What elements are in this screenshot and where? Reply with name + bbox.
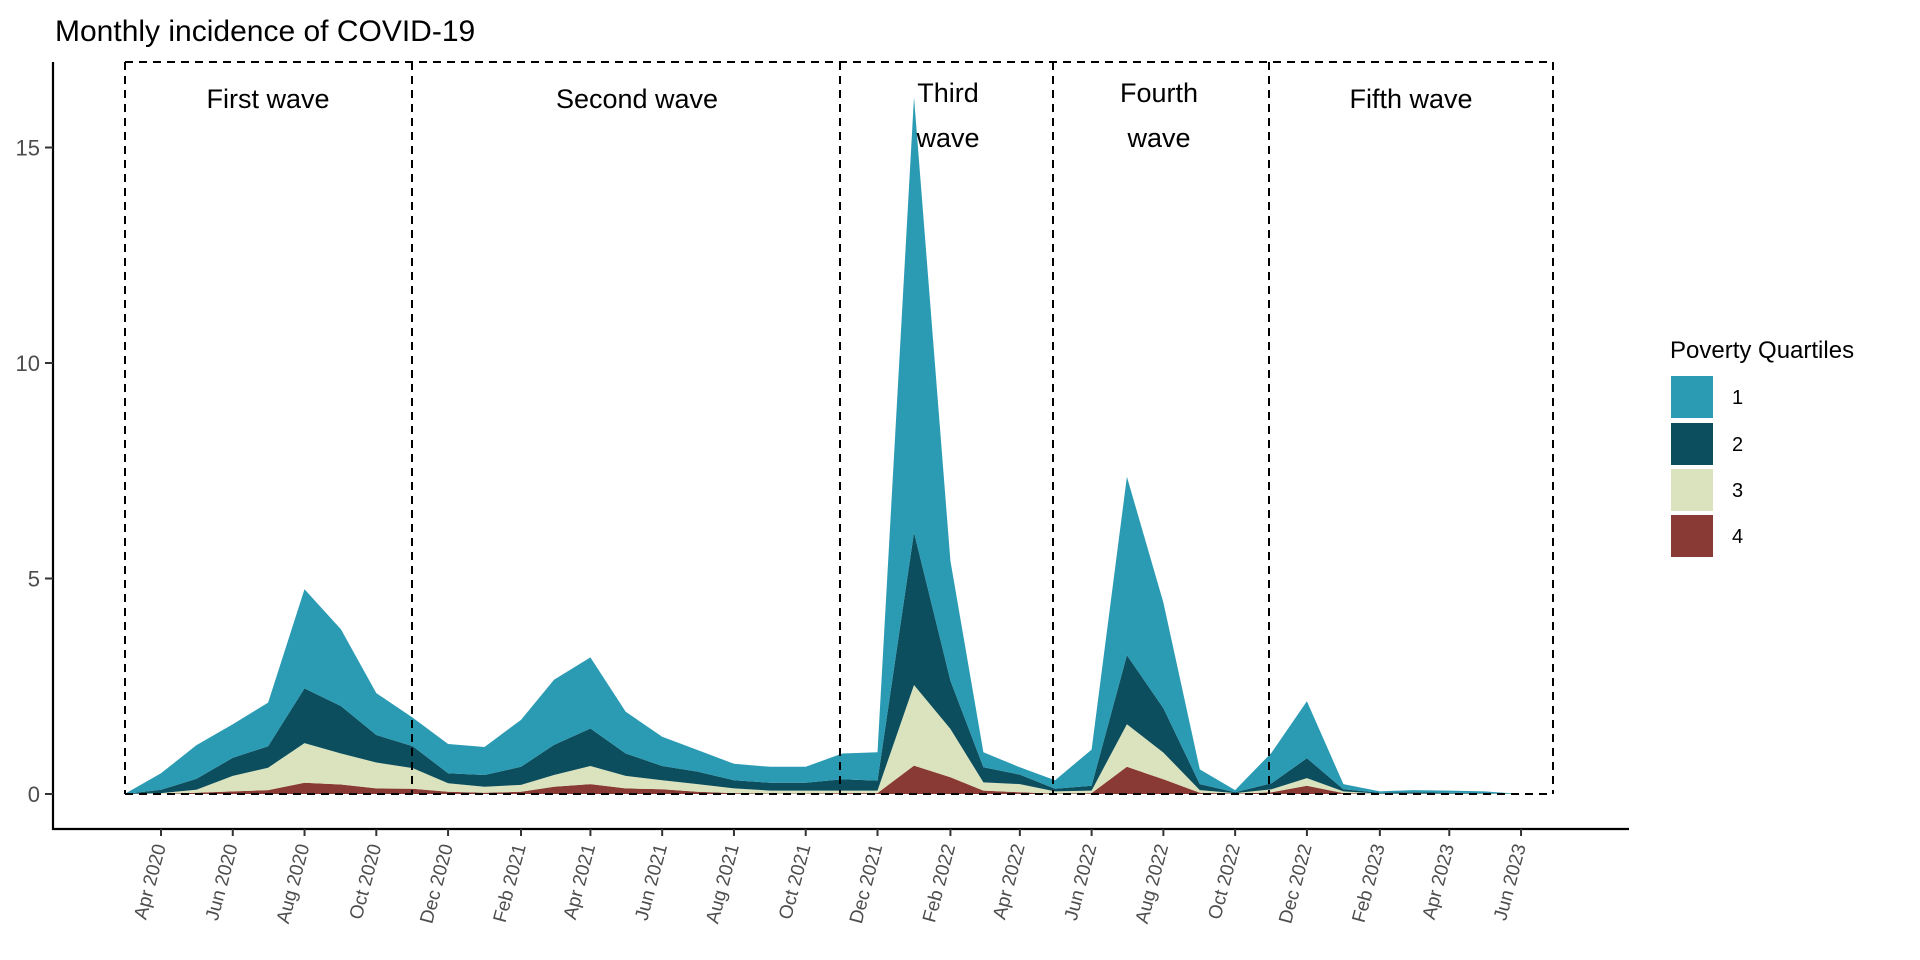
x-tick-label: Apr 2021 xyxy=(560,842,600,922)
area-quartile-2 xyxy=(124,532,1521,794)
x-tick-label: Apr 2023 xyxy=(1419,842,1459,922)
wave-label: wave xyxy=(915,123,979,153)
x-tick-label: Apr 2020 xyxy=(131,842,171,922)
legend-swatch xyxy=(1671,515,1713,557)
legend-label: 3 xyxy=(1732,480,1743,502)
chart-title: Monthly incidence of COVID-19 xyxy=(55,15,475,48)
legend-item-quartile-1: 1 xyxy=(1671,376,1743,418)
x-tick-label: Dec 2021 xyxy=(846,842,887,926)
y-tick-label: 10 xyxy=(16,351,40,376)
x-tick-label: Feb 2021 xyxy=(490,842,531,925)
x-tick-label: Feb 2023 xyxy=(1349,842,1390,925)
x-tick-label: Jun 2021 xyxy=(632,842,673,923)
area-quartile-3 xyxy=(124,685,1521,794)
area-quartile-4 xyxy=(124,765,1521,794)
legend-item-quartile-3: 3 xyxy=(1671,469,1743,511)
x-axis: Apr 2020 Jun 2020 Aug 2020 Oct 2020 Dec 2020… xyxy=(52,827,1629,926)
wave-label: Second wave xyxy=(556,84,718,114)
x-tick-label: Jun 2022 xyxy=(1061,842,1102,923)
y-ticks: 0 5 10 15 xyxy=(16,136,53,807)
x-ticks: Apr 2020 Jun 2020 Aug 2020 Oct 2020 Dec 2020… xyxy=(131,829,1531,926)
y-tick-label: 0 xyxy=(28,782,40,807)
x-tick-label: Dec 2020 xyxy=(417,842,458,926)
legend-title: Poverty Quartiles xyxy=(1670,337,1854,364)
legend-swatch xyxy=(1671,469,1713,511)
y-tick-label: 5 xyxy=(28,567,40,592)
x-tick-label: Aug 2021 xyxy=(702,842,743,926)
legend-label: 2 xyxy=(1732,434,1743,456)
area-quartile-1 xyxy=(124,97,1521,795)
y-tick-label: 15 xyxy=(16,136,40,161)
stacked-areas xyxy=(124,97,1521,795)
wave-label: First wave xyxy=(206,84,329,114)
x-tick-label: Oct 2021 xyxy=(775,842,815,922)
wave-label: wave xyxy=(1126,123,1190,153)
legend: Poverty Quartiles 1 2 3 4 xyxy=(1670,337,1854,557)
wave-label: Third xyxy=(917,78,979,108)
x-tick-label: Aug 2022 xyxy=(1132,842,1173,926)
legend-swatch xyxy=(1671,376,1713,418)
legend-item-quartile-4: 4 xyxy=(1671,515,1743,557)
legend-label: 1 xyxy=(1732,387,1743,409)
x-tick-label: Oct 2020 xyxy=(346,842,386,922)
x-tick-label: Feb 2022 xyxy=(919,842,960,925)
wave-label: Fourth xyxy=(1120,78,1198,108)
x-tick-label: Jun 2020 xyxy=(202,842,243,923)
legend-item-quartile-2: 2 xyxy=(1671,423,1743,465)
legend-label: 4 xyxy=(1732,526,1743,548)
x-tick-label: Jun 2023 xyxy=(1490,842,1531,923)
x-tick-label: Oct 2022 xyxy=(1205,842,1245,922)
x-tick-label: Dec 2022 xyxy=(1275,842,1316,926)
wave-label: Fifth wave xyxy=(1349,84,1472,114)
legend-swatch xyxy=(1671,423,1713,465)
y-axis: 0 5 10 15 xyxy=(16,62,55,830)
x-tick-label: Apr 2022 xyxy=(989,842,1029,922)
x-tick-label: Aug 2020 xyxy=(273,842,314,926)
wave-boxes: First wave Second wave Third wave Fourth wave… xyxy=(124,61,1554,795)
